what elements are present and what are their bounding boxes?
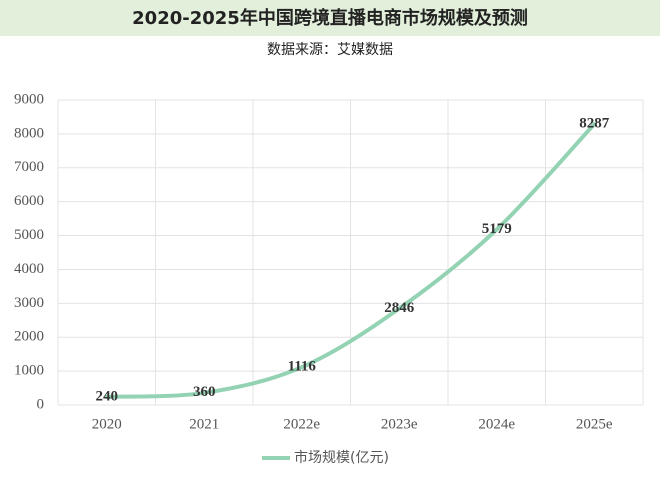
chart-subtitle: 数据来源：艾媒数据 — [267, 42, 393, 58]
y-tick-label: 3000 — [14, 295, 44, 311]
x-tick-label: 2023e — [381, 416, 418, 432]
y-tick-label: 7000 — [14, 159, 44, 175]
y-tick-label: 6000 — [14, 193, 44, 209]
y-tick-label: 2000 — [14, 329, 44, 345]
y-tick-label: 9000 — [14, 91, 44, 107]
data-label: 360 — [193, 384, 216, 400]
data-label: 1116 — [288, 359, 317, 375]
data-label: 8287 — [579, 116, 610, 132]
y-tick-label: 0 — [37, 396, 45, 412]
data-label: 2846 — [384, 300, 415, 316]
x-tick-label: 2020 — [92, 416, 122, 432]
title-band — [0, 0, 660, 36]
data-label: 5179 — [482, 221, 512, 237]
x-tick-label: 2022e — [283, 416, 320, 432]
x-tick-label: 2025e — [576, 416, 613, 432]
chart-title: 2020-2025年中国跨境直播电商市场规模及预测 — [132, 7, 528, 29]
data-label: 240 — [96, 388, 119, 404]
line-series — [104, 122, 597, 399]
x-tick-label: 2024e — [478, 416, 515, 432]
y-tick-label: 5000 — [14, 227, 44, 243]
y-tick-label: 4000 — [14, 261, 44, 277]
y-tick-label: 8000 — [14, 125, 44, 141]
y-tick-label: 1000 — [14, 363, 44, 379]
x-tick-label: 2021 — [189, 416, 219, 432]
legend-label: 市场规模(亿元) — [294, 449, 389, 466]
